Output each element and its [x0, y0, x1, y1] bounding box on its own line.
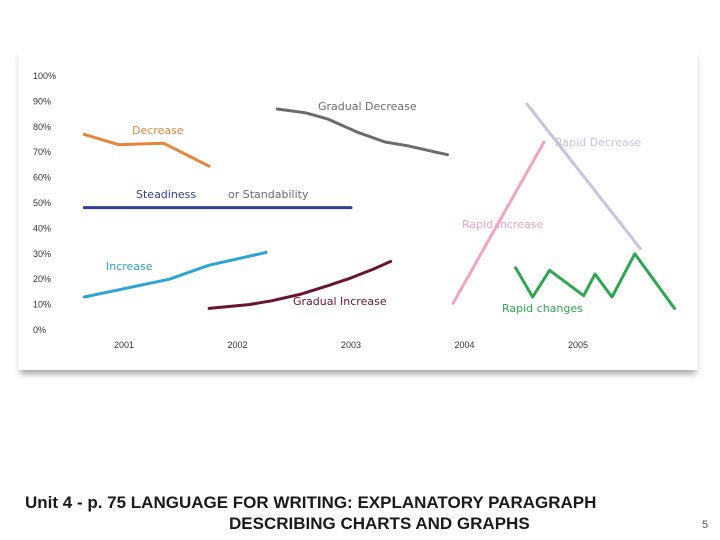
caption-line-1: Unit 4 - p. 75 LANGUAGE FOR WRITING: EXP… [25, 493, 597, 512]
y-tick-label: 60% [33, 173, 51, 183]
x-tick-label: 2003 [341, 340, 361, 350]
x-tick-label: 2002 [227, 340, 247, 350]
chart-frame: 0% 10% 20% 30% 40% 50% 60% 70% 80% 90% 100% 2001 200… [18, 48, 698, 370]
series-label-rapid-decrease: Rapid Decrease [555, 136, 641, 149]
series-line-rapid-decrease [525, 102, 642, 251]
x-tick-label: 2005 [568, 340, 588, 350]
y-tick-label: 10% [33, 300, 51, 310]
y-tick-label: 90% [33, 96, 51, 106]
series-line-rapid-increase [451, 140, 546, 305]
series-label-gradual-decrease: Gradual Decrease [318, 100, 417, 113]
series-line-increase [82, 251, 268, 299]
x-tick-label: 2004 [454, 340, 474, 350]
series-label-decrease: Decrease [132, 124, 184, 137]
series-label-increase: Increase [106, 260, 153, 273]
y-tick-label: 30% [33, 249, 51, 259]
series-label-extra: or Standability [228, 188, 309, 201]
y-tick-label: 80% [33, 122, 51, 132]
y-tick-label: 50% [33, 198, 51, 208]
series-line-rapid-changes [514, 252, 676, 310]
series-label-steadiness: Steadiness [136, 188, 196, 201]
y-tick-label: 100% [33, 71, 56, 81]
slide-caption: Unit 4 - p. 75 LANGUAGE FOR WRITING: EXP… [25, 492, 685, 534]
y-tick-label: 40% [33, 223, 51, 233]
page-number: 5 [702, 519, 709, 531]
line-chart: 0% 10% 20% 30% 40% 50% 60% 70% 80% 90% 100% 2001 200… [33, 71, 676, 350]
series-label-rapid-changes: Rapid changes [502, 302, 583, 315]
series-line-decrease [82, 132, 211, 168]
y-tick-label: 0% [33, 325, 46, 335]
y-tick-label: 20% [33, 274, 51, 284]
caption-line-2: DESCRIBING CHARTS AND GRAPHS [229, 514, 530, 533]
series-label-gradual-increase: Gradual Increase [293, 295, 387, 308]
y-tick-label: 70% [33, 147, 51, 157]
series-line-gradual-decrease [275, 107, 449, 157]
series-line-gradual-increase [207, 259, 393, 310]
x-tick-label: 2001 [114, 340, 134, 350]
series-label-rapid-increase: Rapid Increase [462, 218, 543, 231]
